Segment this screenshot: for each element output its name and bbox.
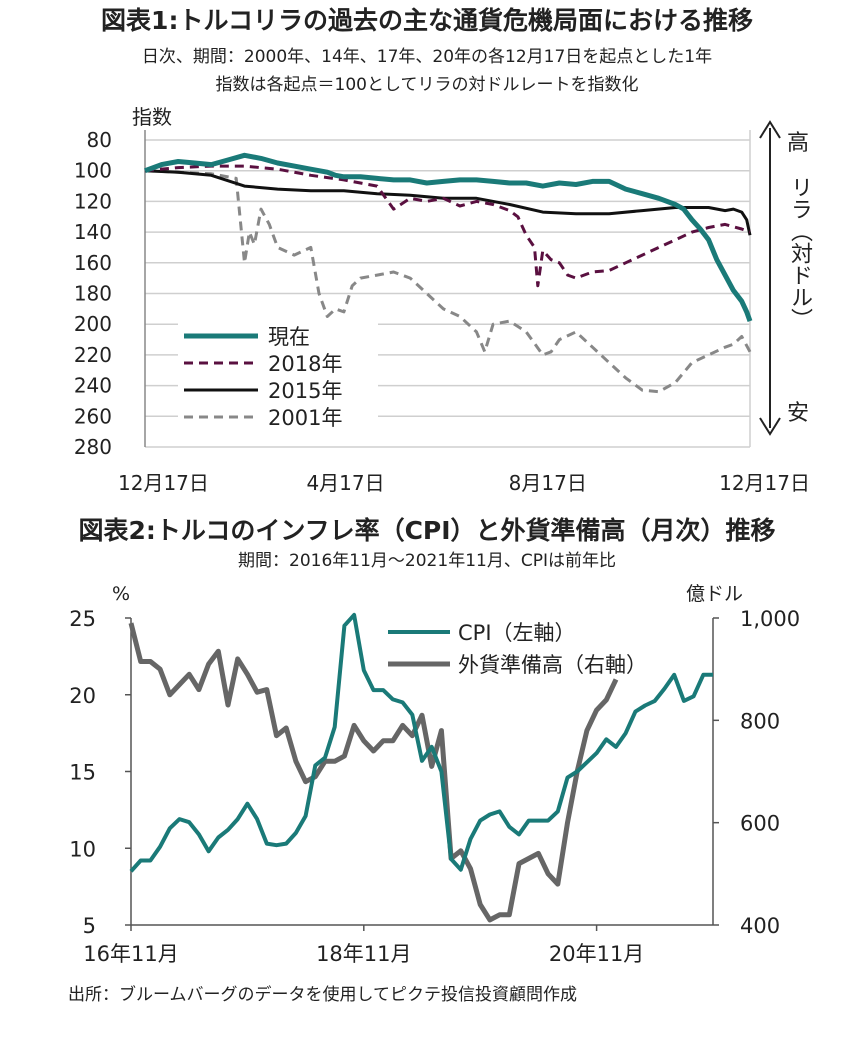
chart1-legend-label: 現在 xyxy=(268,325,310,349)
chart1-title: 図表1:トルコリラの過去の主な通貨危機局面における推移 xyxy=(101,6,753,35)
chart2-right-unit: 億ドル xyxy=(686,583,743,605)
chart1-y-tick-label: 260 xyxy=(74,404,112,428)
chart2-series-line-1 xyxy=(128,622,619,923)
chart1-series-line-2 xyxy=(144,169,752,236)
chart1-x-tick-label: 4月17日 xyxy=(306,471,384,495)
chart2-left-tick-label: 15 xyxy=(69,761,96,785)
chart2-left-tick-label: 25 xyxy=(69,607,96,631)
chart1-subtitle-period: 日次、期間：2000年、14年、17年、20年の各12月17日を起点とした1年 xyxy=(141,47,713,67)
chart1-y-tick-label: 240 xyxy=(74,374,112,398)
chart1-series-line-1 xyxy=(144,164,751,288)
chart1-y-axis-label: 指数 xyxy=(132,105,172,129)
chart2-x-tick-label: 18年11月 xyxy=(316,942,411,966)
chart2-x-tick-label: 20年11月 xyxy=(549,942,644,966)
chart2-right-tick-label: 1,000 xyxy=(740,607,800,631)
chart1-legend-label: 2018年 xyxy=(268,352,342,376)
right-label-low: 安 xyxy=(787,401,809,426)
chart1-legend-label: 2001年 xyxy=(268,406,342,430)
chart1-y-tick-label: 200 xyxy=(74,312,112,336)
chart2-legend-label: CPI（左軸） xyxy=(458,621,576,645)
chart2-left-tick-label: 10 xyxy=(69,837,96,861)
chart1-y-tick-label: 100 xyxy=(74,159,112,183)
chart1-x-tick-label: 12月17日 xyxy=(719,471,810,495)
right-label-high: 高 xyxy=(787,131,809,156)
chart1-subtitle-index: 指数は各起点＝100としてリラの対ドルレートを指数化 xyxy=(215,75,639,95)
chart2-x-tick-label: 16年11月 xyxy=(83,942,178,966)
chart2-plot: % 億ドル 5 10 15 20 25 400 600 800 1,000 16年11月 18年11… xyxy=(69,583,800,966)
right-label-lira: リラ（対ドル） xyxy=(787,176,812,330)
chart1-y-tick-label: 120 xyxy=(74,189,112,213)
chart2-subtitle: 期間：2016年11月〜2021年11月、CPIは前年比 xyxy=(238,551,616,571)
chart1-y-tick-label: 160 xyxy=(74,251,112,275)
chart1-series-line-0 xyxy=(144,152,753,322)
chart1-right-annotation: 高 安 xyxy=(759,120,809,436)
chart2-right-tick-label: 600 xyxy=(740,812,780,836)
chart1-y-tick-label: 220 xyxy=(74,343,112,367)
chart2-title: 図表2:トルコのインフレ率（CPI）と外貨準備高（月次）推移 xyxy=(78,516,776,545)
chart1-legend-label: 2015年 xyxy=(268,379,342,403)
chart1-series-line-3 xyxy=(144,169,752,394)
chart1-y-tick-label: 180 xyxy=(74,282,112,306)
chart2-left-unit: % xyxy=(112,583,130,605)
chart1-y-tick-label: 280 xyxy=(74,435,112,459)
chart2-right-tick-label: 400 xyxy=(740,914,780,938)
chart2-series-line-0 xyxy=(129,612,713,873)
chart1-x-tick-label: 12月17日 xyxy=(118,471,209,495)
chart2-left-tick-label: 5 xyxy=(83,914,96,938)
chart1-y-tick-label: 80 xyxy=(87,128,112,152)
chart2-legend-label: 外貨準備高（右軸） xyxy=(458,653,647,677)
chart2-left-tick-label: 20 xyxy=(69,684,96,708)
chart2-right-tick-label: 800 xyxy=(740,709,780,733)
chart1-y-tick-label: 140 xyxy=(74,220,112,244)
chart1-x-tick-label: 8月17日 xyxy=(509,471,587,495)
chart1-plot: 指数 8010012014016018020022024026028012月17… xyxy=(74,105,810,495)
source-note: 出所：ブルームバーグのデータを使用してピクテ投信投資顧問作成 xyxy=(68,985,577,1005)
